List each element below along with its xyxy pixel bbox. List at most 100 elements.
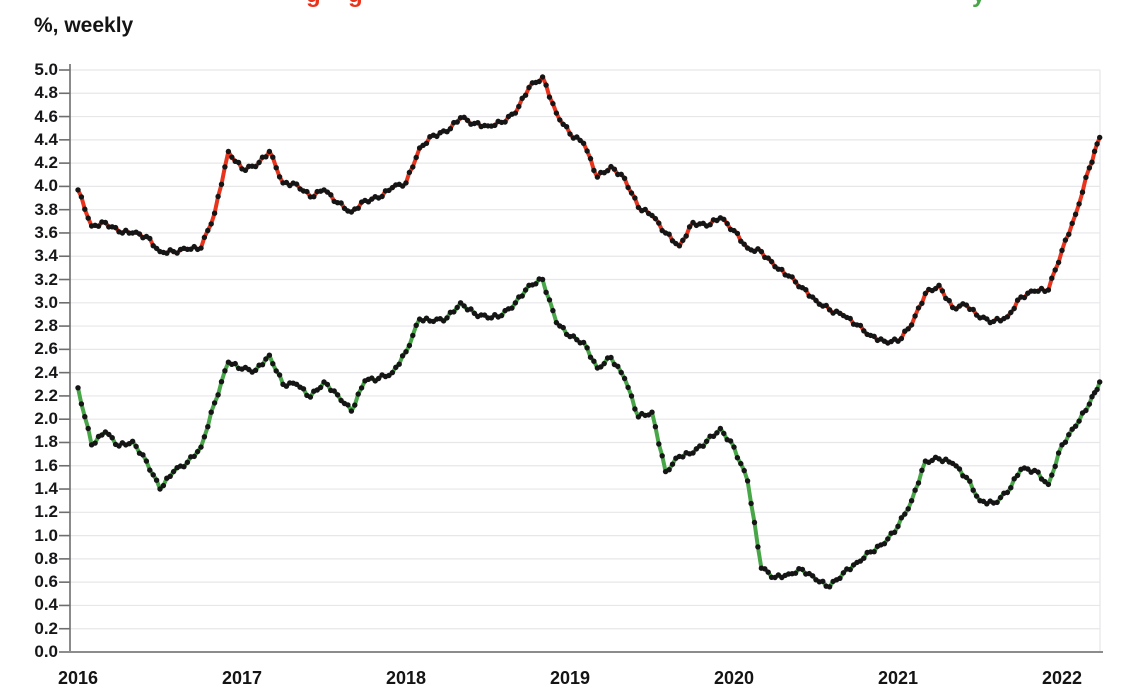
data-point-marker — [826, 307, 833, 313]
data-point-marker — [160, 482, 167, 489]
data-point-marker — [211, 400, 218, 406]
data-point-marker — [608, 354, 614, 361]
data-point-marker — [881, 541, 888, 547]
data-point-marker — [399, 353, 406, 359]
data-point-marker — [102, 219, 109, 226]
data-point-marker — [939, 288, 946, 294]
data-point-marker — [765, 569, 771, 575]
data-point-marker — [276, 174, 283, 180]
data-point-marker — [263, 356, 269, 362]
data-point-marker — [912, 487, 918, 493]
data-point-marker — [898, 515, 905, 521]
data-point-marker — [587, 155, 594, 162]
data-point-marker — [1076, 418, 1082, 424]
data-point-marker — [724, 220, 730, 227]
data-point-marker — [669, 461, 676, 467]
data-point-marker — [690, 450, 696, 456]
data-point-marker — [461, 303, 467, 309]
data-point-marker — [563, 124, 570, 130]
data-point-marker — [799, 566, 806, 573]
data-point-marker — [762, 566, 768, 572]
data-point-marker — [1062, 237, 1069, 243]
data-point-marker — [194, 448, 201, 455]
data-point-marker — [803, 287, 809, 293]
data-point-marker — [584, 148, 590, 154]
y-tick-label: 3.8 — [34, 199, 58, 219]
data-point-marker — [215, 392, 221, 398]
data-point-marker — [570, 333, 577, 339]
data-point-marker — [92, 440, 98, 446]
data-point-marker — [451, 309, 457, 315]
data-point-marker — [905, 326, 911, 332]
y-tick-label: 1.4 — [34, 479, 58, 499]
data-point-marker — [659, 453, 665, 459]
data-point-marker — [205, 424, 211, 430]
y-tick-label: 1.0 — [34, 525, 58, 545]
green-lower-series-markers — [75, 276, 1103, 590]
data-point-marker — [741, 241, 747, 247]
data-point-marker — [601, 360, 607, 367]
data-point-marker — [615, 363, 621, 369]
data-point-marker — [635, 204, 642, 211]
data-point-marker — [502, 119, 508, 125]
data-point-marker — [871, 549, 877, 555]
data-point-marker — [591, 358, 597, 364]
data-point-marker — [1097, 379, 1103, 385]
data-point-marker — [700, 443, 706, 449]
data-point-marker — [263, 154, 269, 160]
data-point-marker — [205, 227, 211, 234]
data-point-marker — [99, 432, 105, 438]
data-point-marker — [215, 193, 221, 200]
y-tick-label: 1.2 — [34, 502, 58, 522]
data-point-marker — [885, 536, 891, 542]
data-point-marker — [447, 126, 454, 132]
data-point-marker — [902, 511, 908, 517]
data-point-marker — [358, 385, 365, 391]
data-point-marker — [153, 477, 160, 483]
data-point-marker — [727, 438, 734, 444]
data-point-marker — [642, 206, 648, 213]
data-point-marker — [338, 200, 344, 206]
data-point-marker — [676, 243, 683, 249]
y-tick-label: 2.4 — [34, 362, 58, 382]
data-point-marker — [533, 281, 539, 287]
data-point-marker — [686, 224, 693, 230]
data-point-marker — [707, 222, 713, 228]
data-point-marker — [256, 159, 262, 166]
data-point-marker — [498, 312, 505, 319]
data-point-marker — [184, 459, 191, 465]
data-point-marker — [225, 148, 232, 155]
data-point-marker — [324, 381, 331, 388]
y-tick-label: 0.6 — [34, 572, 58, 592]
data-point-marker — [792, 570, 799, 576]
data-point-marker — [891, 529, 898, 535]
data-point-marker — [252, 163, 259, 170]
y-tick-label: 0.2 — [34, 618, 58, 638]
data-point-marker — [129, 438, 136, 444]
data-point-marker — [580, 140, 587, 146]
data-point-marker — [379, 193, 385, 200]
data-point-marker — [1062, 439, 1069, 445]
data-point-marker — [403, 180, 409, 186]
data-point-marker — [748, 500, 754, 507]
data-point-marker — [1059, 247, 1065, 254]
data-point-marker — [75, 385, 81, 391]
data-point-marker — [946, 297, 952, 304]
data-point-marker — [413, 154, 419, 161]
data-point-marker — [703, 438, 710, 444]
data-point-marker — [553, 110, 560, 116]
data-point-marker — [208, 409, 214, 415]
data-point-marker — [546, 297, 553, 303]
data-point-marker — [345, 402, 351, 408]
data-point-marker — [399, 183, 406, 189]
data-point-marker — [157, 486, 163, 492]
data-point-marker — [1049, 275, 1055, 281]
clipped-title-red-letter: g — [306, 0, 321, 7]
y-tick-label: 3.4 — [34, 246, 58, 266]
data-point-marker — [536, 78, 542, 85]
data-point-marker — [550, 100, 556, 107]
data-point-marker — [112, 224, 119, 231]
data-point-marker — [252, 367, 259, 373]
data-point-marker — [218, 379, 225, 385]
